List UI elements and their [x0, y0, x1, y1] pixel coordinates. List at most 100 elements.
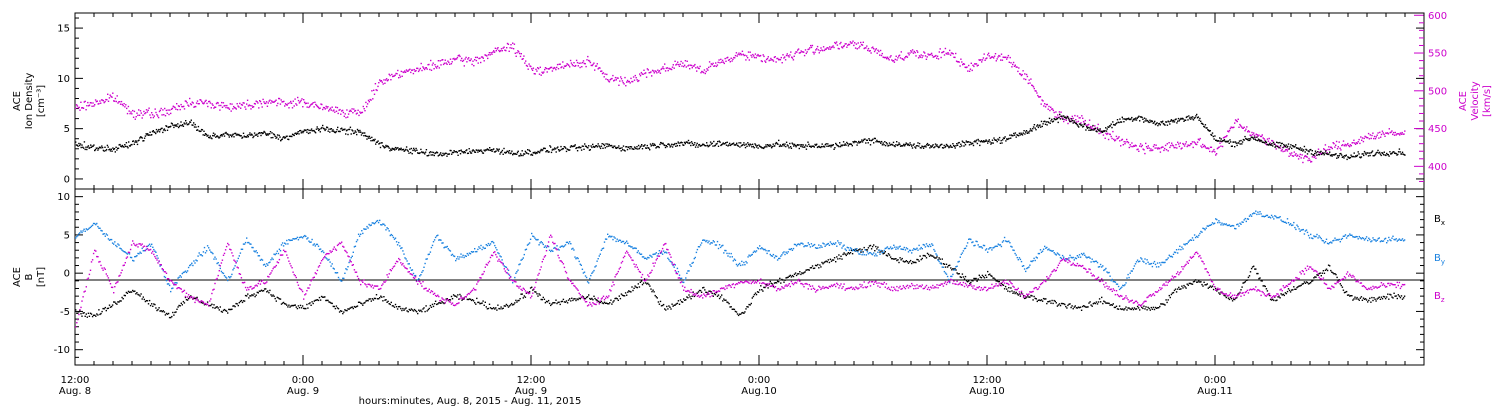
- velocity-point: [342, 111, 345, 114]
- velocity-point: [1365, 136, 1367, 138]
- density-point: [1374, 154, 1376, 156]
- density-point: [804, 146, 806, 148]
- density-point: [249, 132, 251, 134]
- density-point: [82, 146, 84, 148]
- density-point: [223, 135, 226, 137]
- density-point: [1296, 147, 1298, 149]
- bx-point: [276, 296, 278, 299]
- by-point: [380, 224, 382, 226]
- density-point: [704, 145, 706, 147]
- density-point: [671, 146, 674, 148]
- bx-point: [776, 280, 779, 282]
- velocity-point: [476, 56, 478, 59]
- velocity-point: [668, 67, 670, 70]
- bx-point: [1338, 279, 1340, 281]
- bx-point: [1155, 307, 1158, 309]
- density-point: [871, 139, 873, 141]
- bx-point: [358, 301, 361, 303]
- bx-point: [601, 302, 604, 304]
- bx-point: [870, 248, 873, 250]
- density-point: [458, 150, 460, 152]
- bx-point: [1217, 288, 1219, 291]
- density-point: [434, 152, 436, 155]
- velocity-point: [593, 62, 595, 64]
- velocity-point: [741, 50, 744, 52]
- by-point: [311, 238, 313, 241]
- density-point: [1039, 124, 1041, 126]
- bx-point: [1125, 306, 1127, 308]
- density-point: [335, 131, 337, 133]
- velocity-point: [715, 65, 718, 68]
- velocity-point: [1098, 132, 1100, 135]
- by-point: [327, 259, 329, 261]
- velocity-point: [105, 98, 107, 101]
- bx-point: [1349, 295, 1351, 297]
- density-point: [1075, 123, 1078, 125]
- bx-point: [1057, 304, 1060, 306]
- by-point: [365, 228, 367, 230]
- velocity-point: [910, 50, 912, 52]
- bx-point: [548, 302, 551, 305]
- density-point: [1106, 128, 1108, 130]
- velocity-point: [1031, 84, 1033, 86]
- velocity-point: [404, 71, 407, 73]
- bx-point: [522, 297, 524, 299]
- bx-point: [108, 304, 111, 306]
- density-point: [587, 147, 589, 149]
- bx-point: [1154, 306, 1157, 309]
- velocity-point: [803, 54, 806, 57]
- velocity-point: [998, 54, 1000, 57]
- bx-point: [1327, 264, 1330, 266]
- density-point: [292, 134, 295, 136]
- bx-point: [97, 314, 99, 316]
- density-point: [1262, 141, 1264, 144]
- density-point: [861, 139, 863, 141]
- velocity-point: [906, 56, 909, 58]
- density-point: [934, 143, 937, 145]
- bx-point: [1071, 305, 1073, 307]
- bx-point: [702, 287, 704, 289]
- velocity-point: [163, 114, 165, 116]
- density-point: [170, 125, 172, 128]
- by-point: [155, 251, 157, 253]
- density-point: [250, 133, 253, 135]
- velocity-point: [1400, 133, 1403, 135]
- velocity-point: [1222, 137, 1225, 139]
- bx-point: [189, 296, 191, 298]
- velocity-point: [1265, 143, 1267, 145]
- density-point: [1313, 154, 1315, 157]
- velocity-point: [1382, 132, 1384, 134]
- bx-point: [741, 312, 743, 314]
- velocity-point: [1389, 131, 1391, 134]
- bx-point: [328, 301, 330, 303]
- density-point: [1392, 151, 1394, 153]
- velocity-point: [178, 105, 180, 108]
- density-point: [1397, 151, 1400, 153]
- velocity-point: [184, 100, 187, 102]
- velocity-point: [969, 68, 972, 70]
- density-point: [756, 144, 758, 147]
- by-point: [247, 241, 249, 244]
- bx-point: [485, 306, 487, 308]
- bx-point: [1041, 300, 1044, 302]
- velocity-point: [205, 99, 207, 102]
- by-point: [105, 233, 107, 235]
- by-point: [210, 251, 212, 253]
- by-point: [494, 244, 496, 247]
- velocity-point: [517, 50, 519, 52]
- density-point: [684, 142, 686, 145]
- density-point: [668, 144, 671, 146]
- velocity-point: [1324, 144, 1327, 146]
- density-point: [185, 120, 187, 122]
- density-point: [964, 144, 967, 146]
- velocity-point: [550, 66, 552, 69]
- bx-point: [928, 255, 931, 257]
- density-point: [823, 145, 825, 147]
- density-point: [285, 135, 287, 138]
- velocity-point: [1367, 132, 1370, 135]
- bx-point: [679, 299, 682, 301]
- density-point: [1110, 123, 1112, 125]
- by-point: [139, 251, 141, 253]
- density-point: [271, 132, 273, 134]
